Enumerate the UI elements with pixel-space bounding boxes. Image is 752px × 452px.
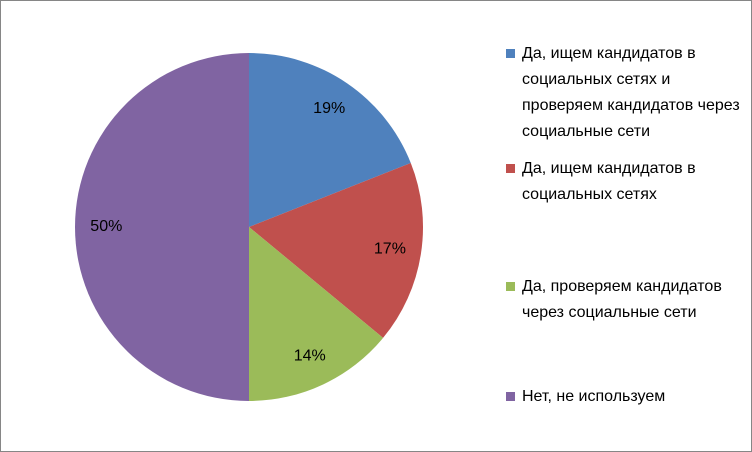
data-label: 50% bbox=[90, 218, 122, 235]
pie-slice bbox=[249, 162, 423, 338]
legend-swatch bbox=[506, 49, 515, 58]
data-label: 14% bbox=[294, 347, 326, 364]
pie-slice bbox=[249, 227, 384, 401]
legend-swatch bbox=[506, 164, 515, 173]
legend-swatch bbox=[506, 392, 515, 401]
pie-slice bbox=[249, 53, 411, 227]
pie-slice bbox=[75, 53, 249, 401]
data-label: 19% bbox=[313, 100, 345, 117]
data-label: 17% bbox=[374, 241, 406, 258]
legend-entry: Да, ищем кандидатов в социальных сетях и… bbox=[506, 41, 746, 145]
legend-label: Нет, не используем bbox=[522, 388, 666, 405]
legend-swatch bbox=[506, 282, 515, 291]
legend-entry: Да, ищем кандидатов в социальных сетях bbox=[506, 156, 746, 208]
legend-label: Да, проверяем кандидатов через социальны… bbox=[522, 278, 722, 321]
legend-label: Да, ищем кандидатов в социальных сетях bbox=[522, 160, 696, 203]
legend-label: Да, ищем кандидатов в социальных сетях и… bbox=[522, 45, 740, 140]
legend-entry: Да, проверяем кандидатов через социальны… bbox=[506, 274, 746, 326]
legend-entry: Нет, не используем bbox=[506, 384, 746, 410]
